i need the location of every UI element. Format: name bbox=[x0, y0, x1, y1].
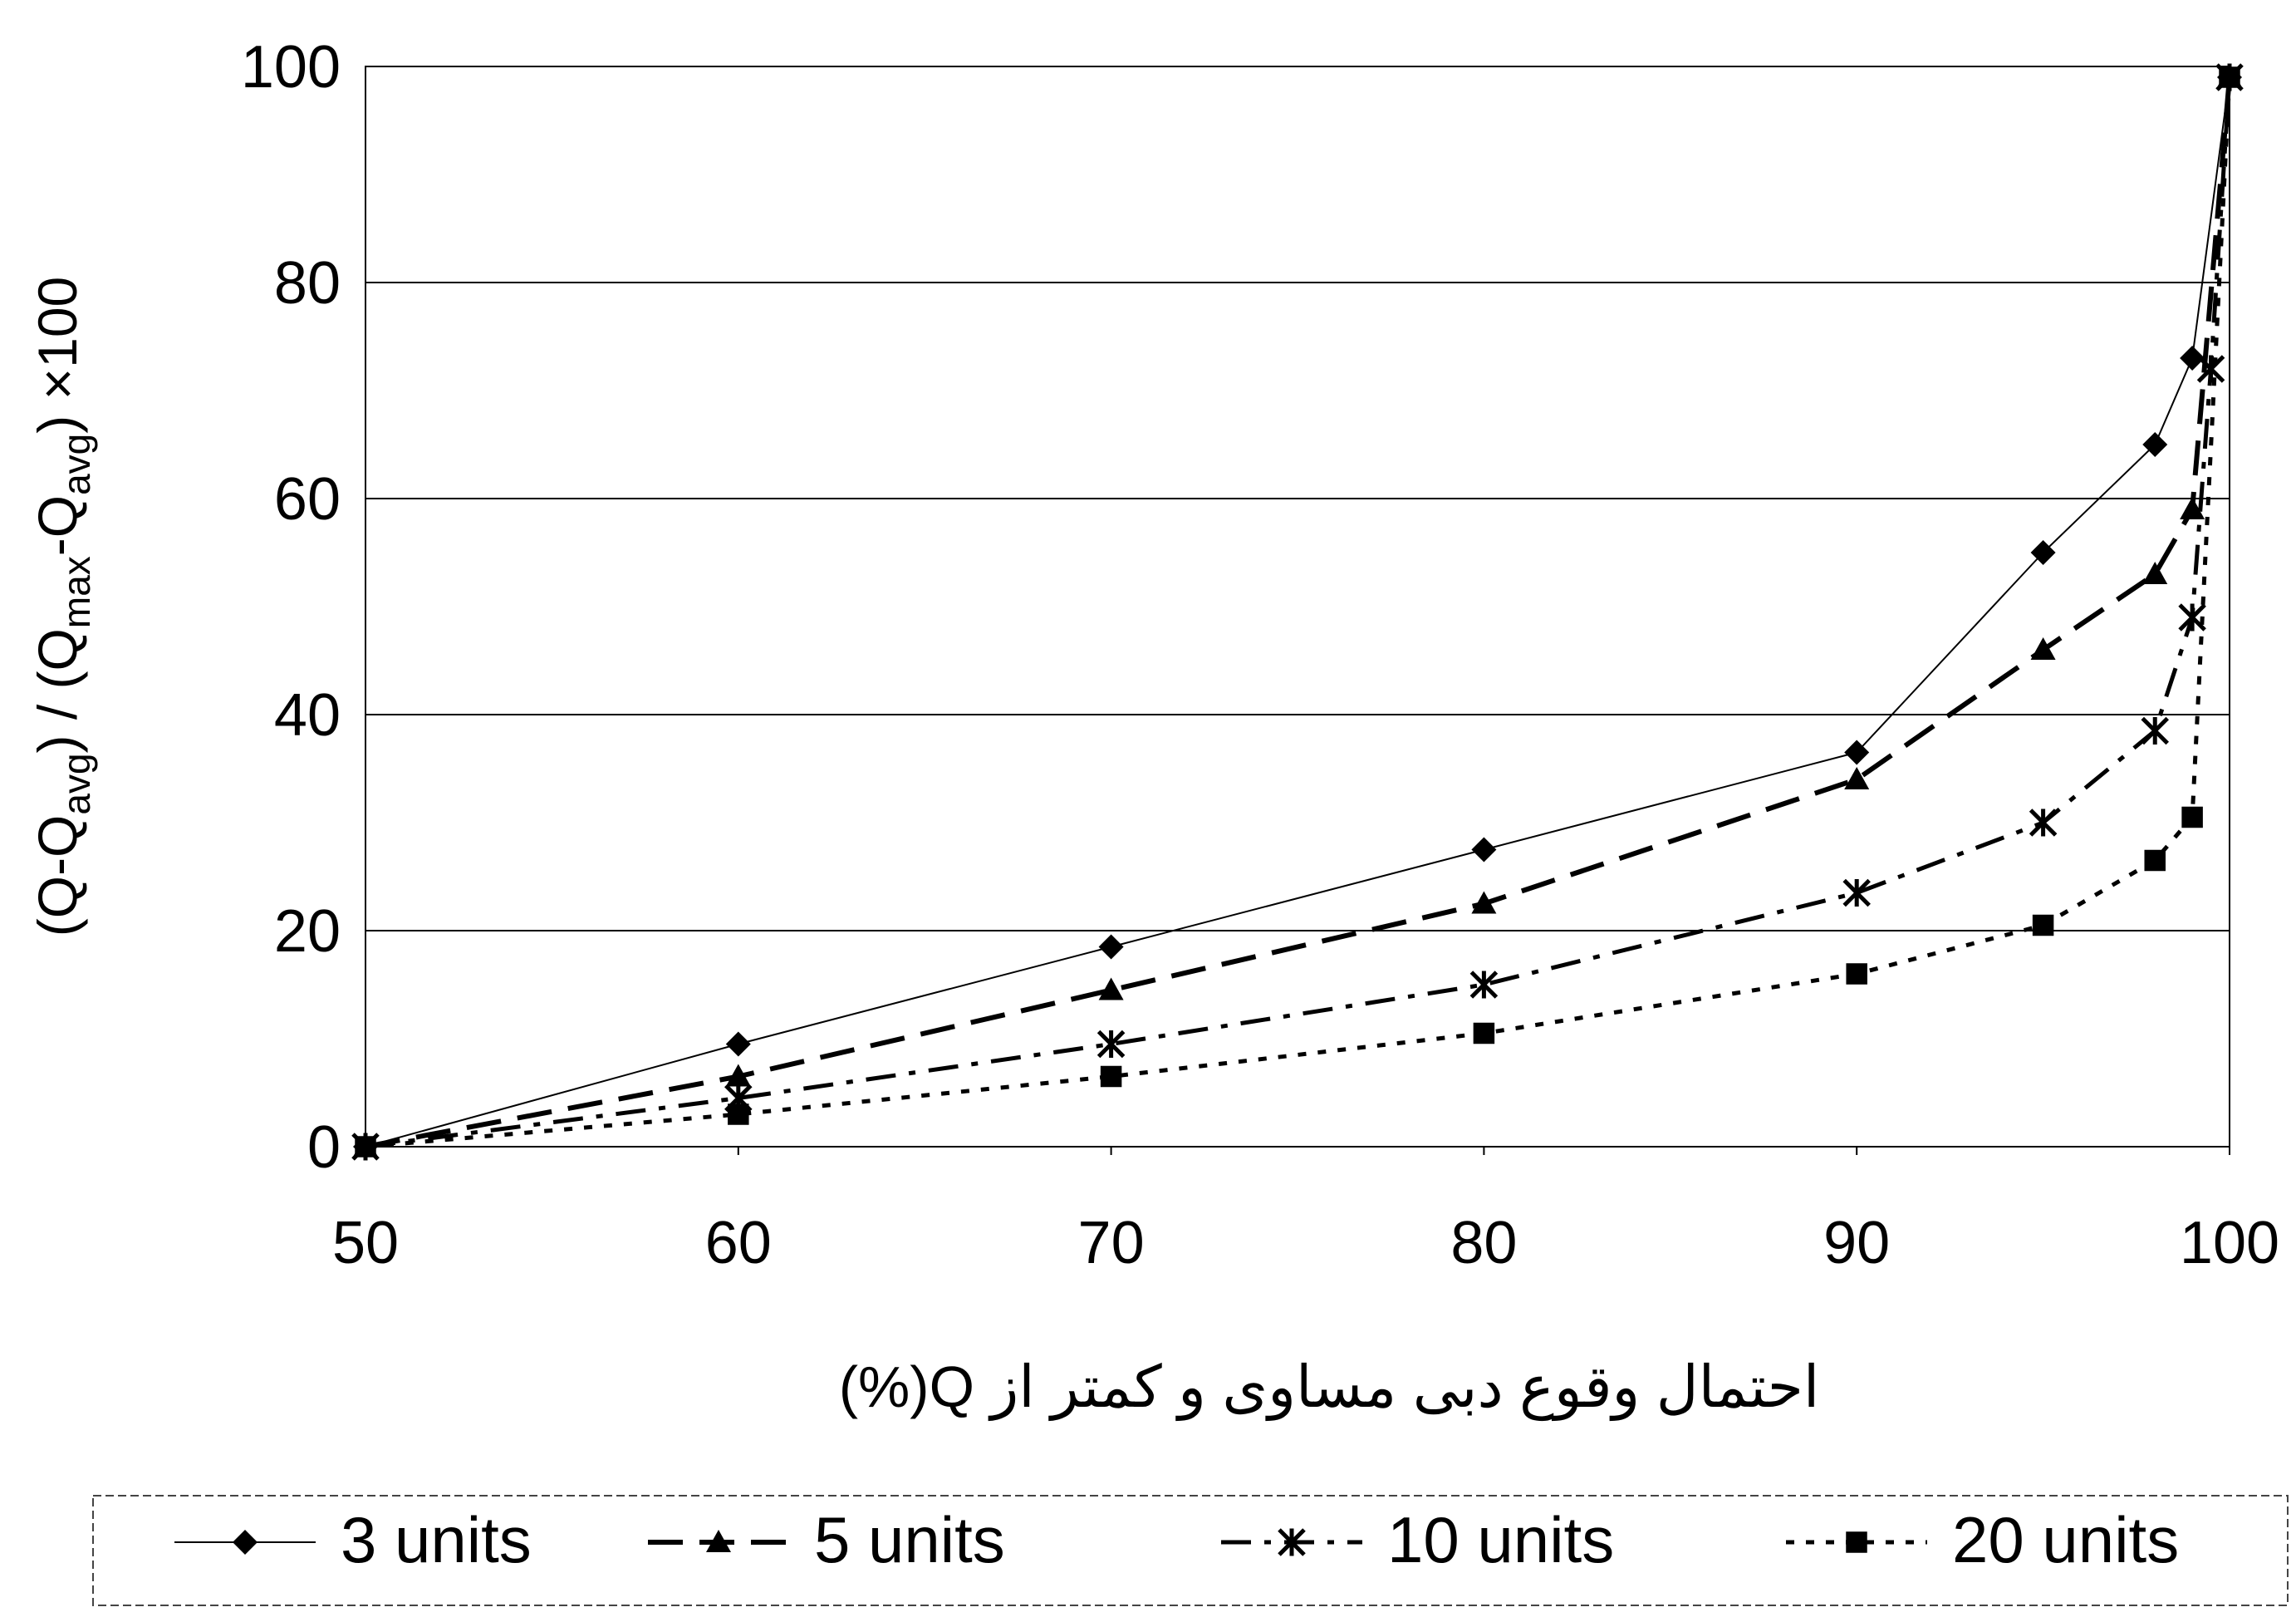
legend-label: 20 units bbox=[1952, 1503, 2179, 1576]
legend-item: 10 units bbox=[1221, 1503, 1614, 1576]
data-point bbox=[1100, 1065, 1122, 1088]
legend-item: 20 units bbox=[1786, 1503, 2179, 1576]
data-point bbox=[2142, 562, 2168, 584]
legend-label: 3 units bbox=[341, 1503, 532, 1576]
data-point bbox=[1846, 963, 1867, 985]
data-point bbox=[2178, 603, 2206, 632]
plot-frame bbox=[365, 66, 2230, 1148]
series-line bbox=[365, 76, 2232, 1149]
legend-marker bbox=[233, 1530, 258, 1555]
y-tick-label: 80 bbox=[274, 250, 341, 317]
x-tick-label: 100 bbox=[2180, 1210, 2279, 1276]
legend-box bbox=[92, 1495, 2289, 1606]
series-line bbox=[365, 76, 2232, 1149]
legend-label: 5 units bbox=[814, 1503, 1005, 1576]
series-3-units bbox=[353, 65, 2242, 1159]
data-point bbox=[725, 1031, 751, 1057]
data-point bbox=[2030, 637, 2056, 660]
legend-marker bbox=[1846, 1531, 1867, 1553]
x-tick-label: 90 bbox=[1823, 1210, 1890, 1276]
x-tick-label: 60 bbox=[705, 1210, 772, 1276]
data-point bbox=[1844, 740, 1870, 765]
legend-marker bbox=[1278, 1528, 1306, 1556]
x-tick-label: 50 bbox=[332, 1210, 399, 1276]
series-line bbox=[365, 76, 2232, 1149]
y-tick-label: 0 bbox=[307, 1114, 341, 1181]
data-point bbox=[1471, 891, 1497, 914]
y-tick-label: 40 bbox=[274, 682, 341, 749]
data-point bbox=[728, 1103, 749, 1125]
legend-item: 3 units bbox=[174, 1503, 532, 1576]
x-axis-title: احتمال وقوع دبی مساوی و کمتر از Q(%) bbox=[839, 1354, 1820, 1422]
legend: 3 units 5 units 10 units 20 units bbox=[174, 1503, 2179, 1576]
y-tick-label: 100 bbox=[241, 34, 341, 101]
series-20-units bbox=[355, 66, 2240, 1157]
data-point bbox=[2141, 716, 2170, 745]
y-tick-label: 20 bbox=[274, 898, 341, 965]
series-layer bbox=[351, 63, 2244, 1161]
data-point bbox=[2032, 914, 2054, 936]
data-point bbox=[1098, 977, 1124, 1000]
series-5-units bbox=[353, 65, 2242, 1157]
y-tick-labels: 0 20 40 60 80 100 bbox=[241, 34, 341, 1181]
y-tick-label: 60 bbox=[274, 466, 341, 533]
data-point bbox=[2196, 355, 2225, 383]
data-point bbox=[1842, 878, 1871, 907]
data-point bbox=[1098, 934, 1124, 960]
data-point bbox=[2181, 806, 2203, 828]
data-point bbox=[2142, 432, 2168, 457]
y-axis-title: (Q-Qavg) / (Qmax-Qavg) ×100 bbox=[27, 277, 98, 937]
x-tick-label: 80 bbox=[1450, 1210, 1517, 1276]
gridlines bbox=[365, 282, 2230, 1155]
data-point bbox=[2219, 66, 2240, 88]
data-point bbox=[725, 1064, 751, 1087]
series-10-units bbox=[351, 63, 2244, 1161]
data-point bbox=[2144, 849, 2166, 872]
data-point bbox=[2029, 808, 2058, 837]
data-point bbox=[2180, 497, 2205, 519]
data-point bbox=[355, 1136, 376, 1157]
data-point bbox=[1844, 767, 1870, 789]
x-tick-label: 70 bbox=[1078, 1210, 1145, 1276]
series-line bbox=[365, 76, 2230, 1148]
legend-item: 5 units bbox=[648, 1503, 1005, 1576]
data-point bbox=[2030, 540, 2056, 565]
data-point bbox=[1469, 971, 1499, 999]
legend-label: 10 units bbox=[1387, 1503, 1614, 1576]
data-point bbox=[1471, 837, 1497, 863]
data-point bbox=[2180, 346, 2205, 371]
legend-marker bbox=[706, 1530, 731, 1552]
x-tick-labels: 50 60 70 80 90 100 bbox=[332, 1210, 2279, 1276]
data-point bbox=[1473, 1022, 1495, 1044]
data-point bbox=[1096, 1030, 1126, 1059]
